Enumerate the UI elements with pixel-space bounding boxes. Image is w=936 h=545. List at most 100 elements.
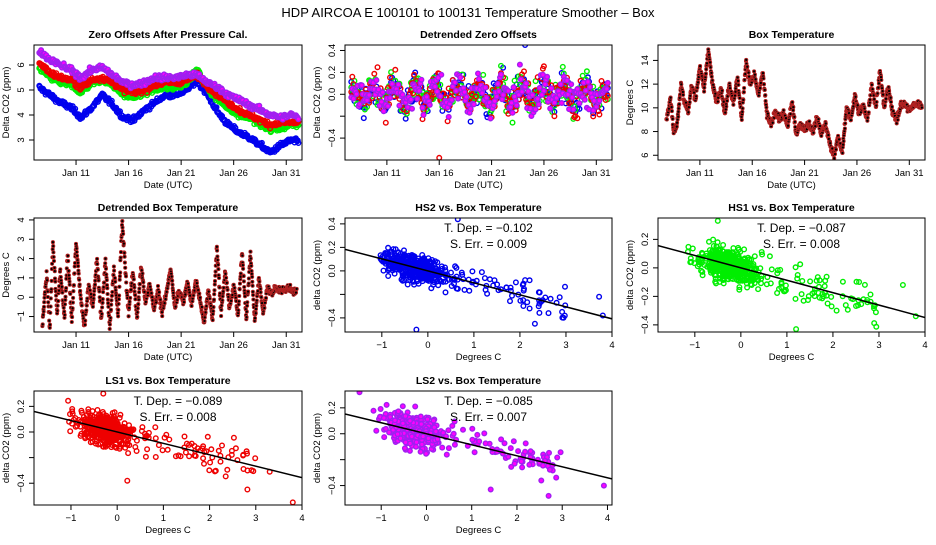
point-LS2: [357, 102, 362, 107]
point-box-temp: [217, 263, 220, 266]
point-box-temp: [65, 287, 68, 290]
point-LS2: [575, 87, 580, 92]
point-box-temp: [726, 95, 729, 98]
point-box-temp: [833, 153, 836, 156]
point-box-temp: [841, 151, 844, 154]
x-tick-label: Jan 26: [843, 168, 872, 179]
point-box-temp: [678, 103, 681, 106]
point-box-temp: [812, 131, 815, 134]
point-box-temp: [867, 111, 870, 114]
point-LS2: [526, 89, 531, 94]
point-box-temp: [762, 77, 765, 80]
point-LS2: [545, 75, 550, 80]
point-LS1: [591, 114, 596, 119]
point-box-temp: [747, 71, 750, 74]
point-box-temp: [77, 272, 80, 275]
point-box-temp: [92, 297, 95, 300]
point-box-temp: [203, 319, 206, 322]
point-box-temp: [216, 255, 219, 258]
point-box-temp: [108, 327, 111, 330]
point-box-temp: [105, 279, 108, 282]
y-tick-label: 6: [640, 153, 651, 158]
point-box-temp: [765, 106, 768, 109]
point-box-temp: [838, 138, 841, 141]
point-box-temp: [220, 304, 223, 307]
point-box-temp: [242, 280, 245, 283]
point-box-temp: [233, 286, 236, 289]
point-box-temp: [214, 270, 217, 273]
x-tick-label: Jan 11: [62, 168, 90, 179]
x-axis-label: Date (UTC): [767, 180, 816, 191]
point-LS2: [519, 77, 524, 82]
point-box-temp: [238, 282, 241, 285]
point-box-temp: [254, 307, 257, 310]
point-box-temp: [920, 106, 923, 109]
point-box-temp: [205, 305, 208, 308]
point-box-temp: [716, 100, 719, 103]
point-box-temp: [101, 298, 104, 301]
point-box-temp: [138, 291, 141, 294]
point-box-temp: [124, 275, 127, 278]
point-LS2: [409, 97, 414, 102]
point-box-temp: [49, 297, 52, 300]
point-box-temp: [199, 296, 202, 299]
point-box-temp: [79, 297, 82, 300]
point-box-temp: [738, 96, 741, 99]
point-box-temp: [151, 296, 154, 299]
point-box-temp: [60, 282, 63, 285]
point-box-temp: [174, 305, 177, 308]
point-box-temp: [222, 286, 225, 289]
point-box-temp: [764, 94, 767, 97]
point-box-temp: [876, 92, 879, 95]
point-LS2: [468, 106, 473, 111]
point-box-temp: [704, 72, 707, 75]
point-LS2: [606, 81, 611, 86]
point-HS2: [362, 116, 367, 121]
point-box-temp: [218, 286, 221, 289]
point-box-temp: [118, 294, 121, 297]
point-box-temp: [51, 241, 54, 244]
point-box-temp: [73, 265, 76, 268]
point-box-temp: [184, 293, 187, 296]
point-box-temp: [216, 258, 219, 261]
point-box-temp: [128, 306, 131, 309]
point-box-temp: [793, 115, 796, 118]
x-tick-label: Jan 21: [477, 168, 506, 179]
point-box-temp: [754, 78, 757, 81]
point-LS2: [396, 82, 401, 87]
point-box-temp: [264, 296, 267, 299]
point-HS1: [585, 69, 590, 74]
point-box-temp: [763, 88, 766, 91]
point-LS2: [571, 107, 576, 112]
point-LS2: [586, 80, 591, 85]
point-LS2: [506, 89, 511, 94]
point-box-temp: [137, 298, 140, 301]
point-box-temp: [68, 283, 71, 286]
point-box-temp: [834, 148, 837, 151]
point-box-temp: [833, 157, 836, 160]
point-box-temp: [45, 270, 48, 273]
point-box-temp: [711, 79, 714, 82]
point-box-temp: [80, 304, 83, 307]
point-LS2: [511, 85, 516, 90]
point-LS1: [384, 120, 389, 125]
point-LS2: [472, 102, 477, 107]
point-box-temp: [71, 316, 74, 319]
point-box-temp: [211, 319, 214, 322]
point-box-temp: [42, 313, 45, 316]
point-box-temp: [64, 298, 67, 301]
point-box-temp: [726, 99, 729, 102]
point-box-temp: [118, 285, 121, 288]
point-box-temp: [676, 121, 679, 124]
point-box-temp: [52, 251, 55, 254]
point-box-temp: [134, 294, 137, 297]
point-box-temp: [682, 93, 685, 96]
point-box-temp: [76, 261, 79, 264]
point-box-temp: [212, 306, 215, 309]
point-box-temp: [680, 83, 683, 86]
point-box-temp: [101, 301, 104, 304]
point-LS2: [552, 100, 557, 105]
point-box-temp: [220, 308, 223, 311]
